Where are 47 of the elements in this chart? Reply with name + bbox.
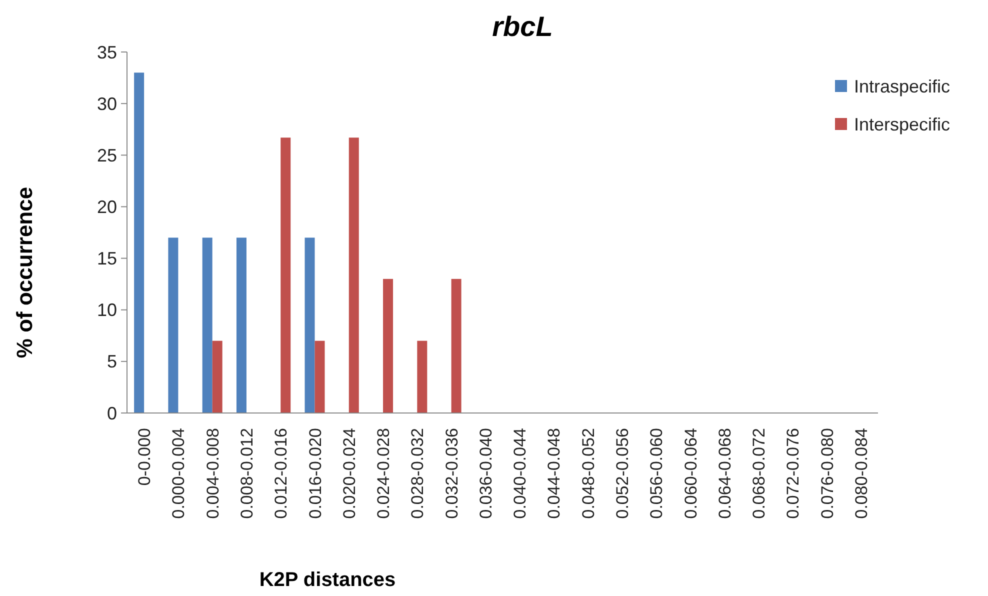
bar (236, 238, 246, 413)
legend-label: Intraspecific (854, 76, 950, 96)
bar (280, 138, 291, 413)
x-tick-label: 0.024-0.028 (374, 428, 394, 519)
x-tick-label: 0.064-0.068 (715, 428, 734, 519)
bar (134, 72, 144, 413)
legend-label: Interspecific (854, 114, 950, 134)
x-tick-label: 0.028-0.032 (408, 428, 428, 519)
x-tick-label: 0.012-0.016 (272, 428, 291, 519)
x-tick-label: 0.068-0.072 (750, 428, 769, 519)
bar (168, 238, 178, 413)
y-axis-title: % of occurrence (12, 186, 37, 358)
x-tick-label: 0.056-0.060 (647, 428, 666, 519)
x-tick-label: 0.016-0.020 (306, 428, 325, 519)
y-tick-label: 0 (106, 403, 117, 424)
bar (202, 238, 212, 413)
chart-title: rbcL (492, 11, 553, 42)
y-tick-label: 30 (96, 94, 117, 114)
x-tick-label: 0.060-0.064 (681, 428, 700, 519)
x-tick-label: 0.080-0.084 (852, 428, 871, 519)
x-tick-label: 0-0.000 (135, 428, 154, 486)
x-tick-label: 0.076-0.080 (818, 428, 837, 519)
x-axis-title: K2P distances (259, 569, 396, 591)
y-tick-label: 35 (96, 42, 117, 62)
x-tick-label: 0.072-0.076 (784, 428, 803, 519)
bar (314, 340, 325, 413)
bar (212, 340, 222, 413)
bar (304, 238, 315, 413)
y-tick-label: 5 (106, 352, 117, 372)
bar (417, 340, 428, 413)
bar (348, 138, 359, 413)
y-tick-label: 25 (96, 145, 117, 166)
x-tick-label: 0.040-0.044 (510, 428, 530, 519)
x-tick-label: 0.020-0.024 (340, 428, 359, 519)
x-tick-label: 0.008-0.012 (237, 428, 256, 519)
y-tick-label: 10 (96, 300, 117, 320)
y-tick-label: 15 (96, 248, 117, 269)
x-tick-label: 0.032-0.036 (442, 428, 462, 519)
x-tick-label: 0.048-0.052 (578, 428, 598, 519)
y-tick-label: 20 (96, 197, 117, 218)
bar (451, 278, 462, 413)
x-tick-label: 0.036-0.040 (476, 428, 496, 519)
x-tick-label: 0.000-0.004 (169, 428, 188, 519)
x-tick-label: 0.004-0.008 (203, 428, 222, 519)
x-tick-label: 0.052-0.056 (612, 428, 632, 519)
bar (383, 278, 394, 413)
x-tick-label: 0.044-0.048 (544, 428, 564, 519)
